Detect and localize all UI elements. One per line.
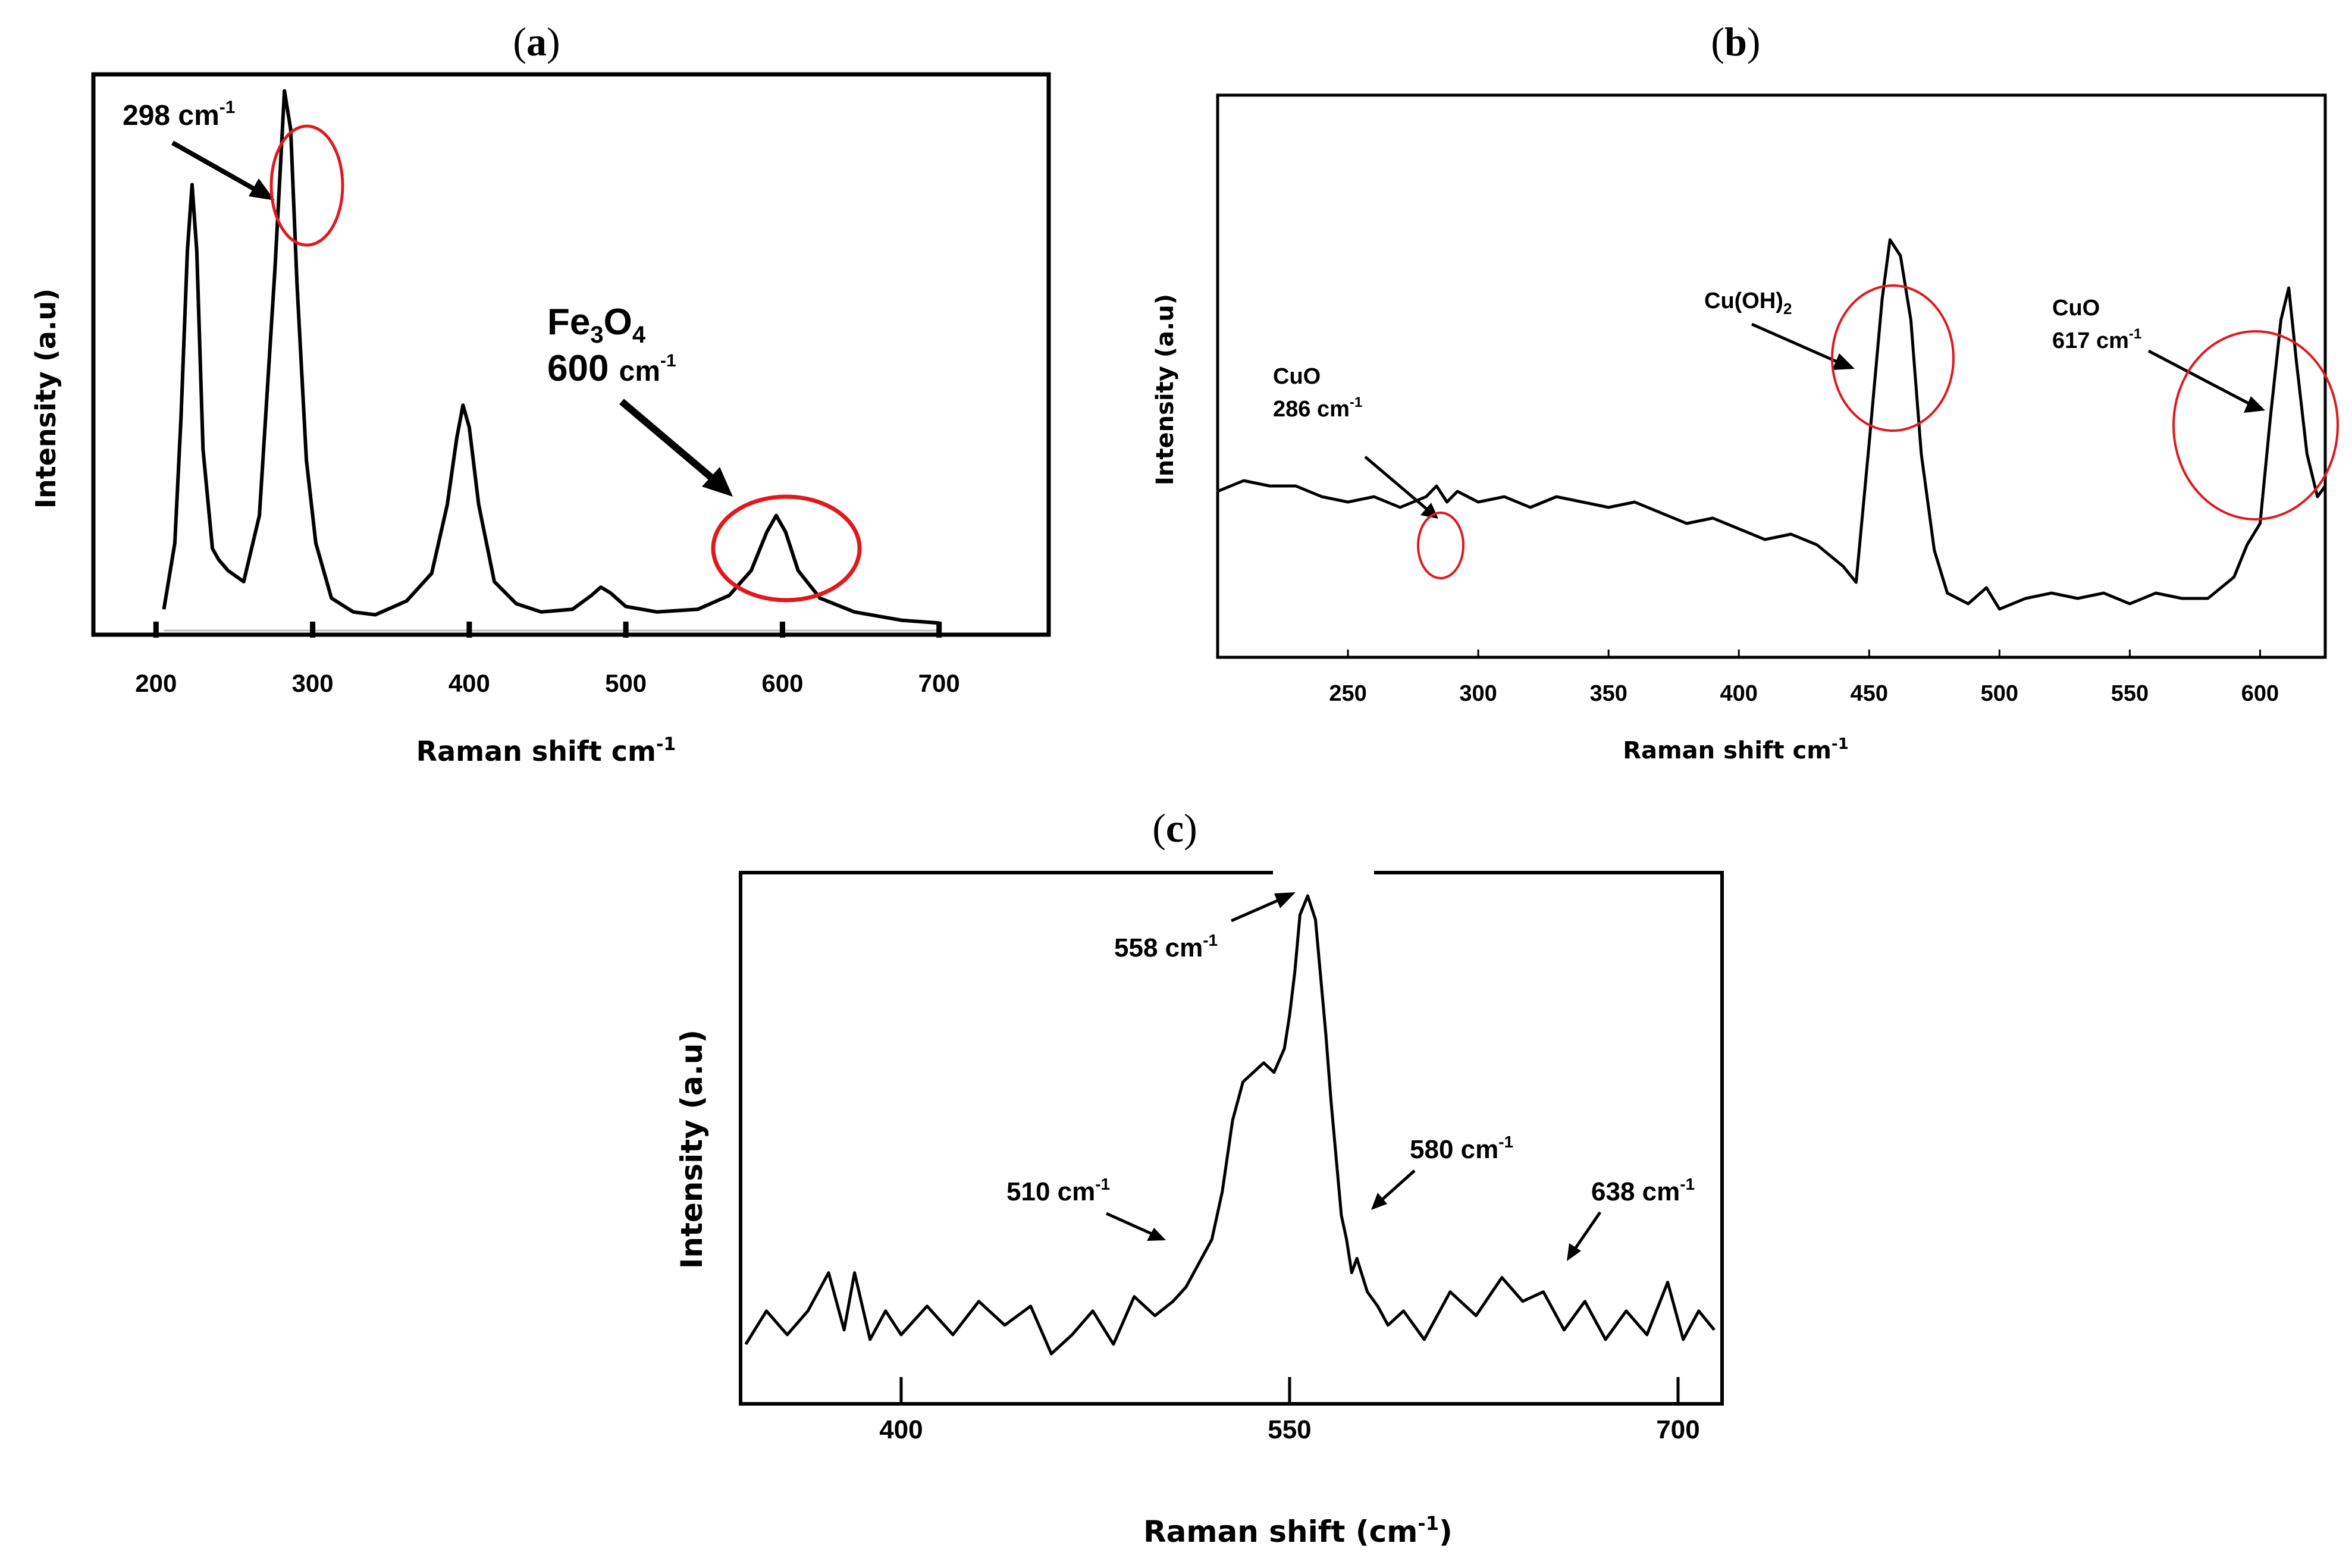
panel-b-tick-label-550: 550 <box>2111 681 2149 706</box>
panel-c-annotation-558: 558 cm-1 <box>1114 931 1218 962</box>
panel-a-arrow-600 <box>619 399 717 484</box>
panel-b-highlight-286 <box>1417 512 1464 579</box>
panel-b-arrowhead-617 <box>2244 396 2265 413</box>
panel-c-annotation-638: 638 cm-1 <box>1591 1175 1695 1206</box>
panel-b-tick-label-450: 450 <box>1851 681 1888 706</box>
panel-b-spectrum-line <box>1217 238 2327 611</box>
panel-b-tick-label-500: 500 <box>1981 681 2018 706</box>
panel-c-x-ticks: 400 550 700 <box>879 1377 1700 1444</box>
panel-a-spectrum-line <box>162 89 939 625</box>
panel-c-annotation-510: 510 cm-1 <box>1006 1175 1110 1206</box>
panel-b-annotation-cuo-label: CuO <box>1273 364 1321 389</box>
panel-b-tick-label-300: 300 <box>1459 681 1497 706</box>
panel-b-annotation-cuoh2: Cu(OH)2 <box>1704 288 1792 318</box>
panel-c-arrowhead-510 <box>1147 1228 1166 1241</box>
panel-a-annotation-600: 600 cm-1 <box>547 348 676 389</box>
panel-a-frame <box>91 72 1051 637</box>
panel-a-highlight-298 <box>269 124 344 247</box>
panel-c-tick-label-400: 400 <box>879 1415 923 1444</box>
panel-c-spectrum-line <box>744 894 1716 1356</box>
panel-a-label: (a) <box>513 19 560 64</box>
panel-a-tick-label-600: 600 <box>761 669 803 697</box>
panel-c-tick-label-550: 550 <box>1268 1415 1311 1444</box>
panel-b-frame <box>1216 93 2327 659</box>
panel-c-arrow-558 <box>1230 898 1280 923</box>
panel-c-arrowhead-638 <box>1567 1243 1581 1261</box>
panel-a-y-axis-title: Intensity (a.u) <box>30 288 62 509</box>
panel-b-arrow-286 <box>1364 456 1429 511</box>
panel-c-arrow-638 <box>1572 1211 1602 1252</box>
panel-a-tick-label-500: 500 <box>605 669 647 697</box>
panel-a-annotation-298: 298 cm-1 <box>123 98 235 131</box>
panel-c-annotation-580: 580 cm-1 <box>1410 1133 1513 1164</box>
panel-b-highlight-cuoh2 <box>1831 284 1955 432</box>
panel-b-arrowhead-cuoh2 <box>1832 353 1855 370</box>
panel-b-tick-label-600: 600 <box>2241 681 2279 706</box>
panel-b-tick-label-350: 350 <box>1589 681 1627 706</box>
panel-a-tick-label-700: 700 <box>918 669 960 697</box>
panel-c-arrow-510 <box>1105 1212 1154 1236</box>
panel-c-label: (c) <box>1152 805 1197 851</box>
panel-b: (b) 250 300 350 400 450 500 550 600 Raman shift… <box>1152 19 2339 764</box>
panel-a-tick-label-400: 400 <box>449 669 490 697</box>
panel-a-arrowhead-600 <box>702 467 733 497</box>
panel-b-annotation-617: 617 cm-1 <box>2052 326 2141 353</box>
panel-b-x-axis-title: Raman shift cm-1 <box>1623 735 1849 764</box>
panel-a: (a) 200 300 400 500 600 700 Raman shift cm-1 … <box>30 19 1051 767</box>
panel-c-frame-gap <box>1273 867 1374 877</box>
panel-b-x-ticks: 250 300 350 400 450 500 550 600 <box>1329 650 2279 706</box>
panel-b-tick-label-250: 250 <box>1329 681 1366 706</box>
panel-b-label: (b) <box>1711 19 1760 64</box>
panel-a-arrow-298 <box>171 140 260 194</box>
panel-a-annotation-fe3o4: Fe3O4 <box>547 302 646 348</box>
panel-b-y-axis-title: Intensity (a.u) <box>1152 294 1179 485</box>
panel-a-x-ticks: 200 300 400 500 600 700 <box>135 622 960 697</box>
panel-a-tick-label-200: 200 <box>135 669 177 697</box>
panel-c-x-axis-title: Raman shift (cm-1) <box>1143 1512 1453 1549</box>
panel-a-tick-label-300: 300 <box>292 669 334 697</box>
panel-c-arrow-580 <box>1380 1169 1416 1202</box>
panel-a-arrowhead-298 <box>249 178 275 200</box>
panel-a-x-axis-title: Raman shift cm-1 <box>416 734 676 767</box>
panel-b-annotation-cuo2-label: CuO <box>2052 296 2100 321</box>
panel-b-arrow-cuoh2 <box>1751 322 1838 363</box>
panel-c-tick-label-700: 700 <box>1656 1415 1699 1444</box>
panel-b-arrow-617 <box>2147 349 2250 405</box>
panel-c: (c) 400 550 700 Raman shift (cm-1) Intensi… <box>675 805 1724 1549</box>
panel-c-arrowhead-580 <box>1371 1193 1387 1210</box>
panel-b-annotation-286: 286 cm-1 <box>1273 394 1362 422</box>
panel-b-tick-label-400: 400 <box>1720 681 1758 706</box>
panel-c-y-axis-title: Intensity (a.u) <box>675 1030 709 1269</box>
panel-c-frame <box>739 871 1724 1406</box>
panel-c-arrowhead-558 <box>1274 892 1296 908</box>
panel-a-highlight-600 <box>711 494 862 603</box>
panel-b-highlight-617 <box>2172 330 2339 520</box>
